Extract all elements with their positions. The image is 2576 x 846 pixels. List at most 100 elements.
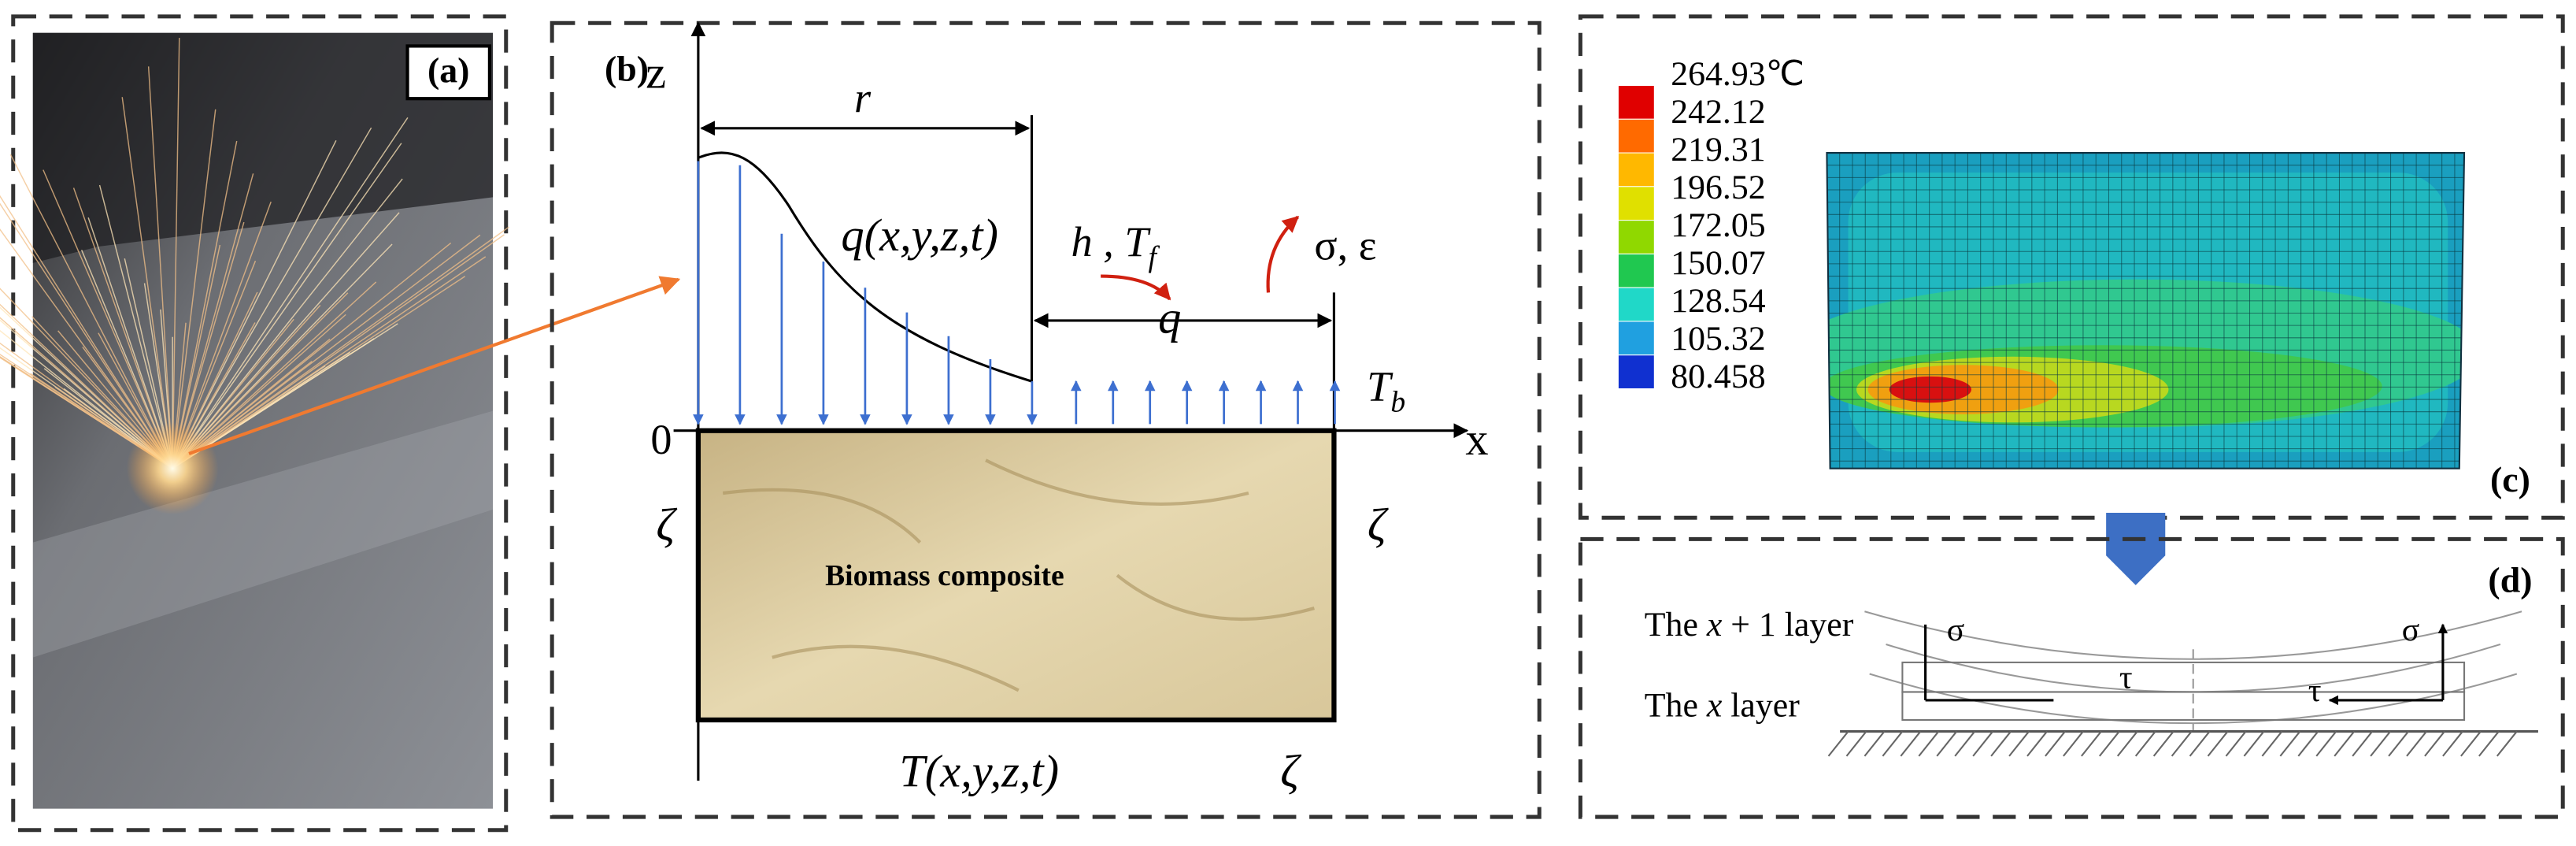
- spark: [0, 354, 173, 469]
- stress-arrows: [1924, 625, 2443, 700]
- stress-strain-label: σ, ε: [1314, 222, 1376, 269]
- hatch-line: [2424, 730, 2445, 757]
- colorbar-label: 128.54: [1671, 282, 1766, 320]
- panel-frame: [11, 14, 509, 833]
- radius-label: r: [854, 74, 872, 121]
- layer-x-plus-1: [1901, 661, 2466, 693]
- hatch-line: [2261, 730, 2283, 757]
- hatch-line: [2496, 730, 2518, 757]
- shear-label: τ: [2308, 673, 2322, 709]
- colorbar-swatch: [1617, 354, 1655, 390]
- spark: [172, 234, 505, 469]
- temperature-label: T(x,y,z,t): [899, 745, 1059, 796]
- spark: [172, 117, 409, 469]
- spark: [147, 66, 173, 469]
- layer-x: [1901, 691, 2466, 721]
- spark: [43, 169, 173, 469]
- colorbar-label: 264.93℃: [1671, 55, 1804, 93]
- spark: [0, 329, 173, 469]
- hatch-line: [1918, 730, 1940, 757]
- hatch-line: [2008, 730, 2030, 757]
- panel-label: (c): [2490, 459, 2530, 499]
- hatch-line: [2370, 730, 2391, 757]
- composite-block: [695, 428, 1337, 723]
- spark: [172, 234, 481, 469]
- material-label: Biomass composite: [825, 560, 1064, 592]
- text: layer: [1722, 686, 1800, 724]
- heat-flux-curve: [698, 151, 1032, 383]
- boundary-label: ζ: [1368, 499, 1389, 550]
- spark: [9, 154, 173, 469]
- colorbar-swatch: [1617, 84, 1655, 120]
- spark: [172, 173, 254, 469]
- hatch-line: [2134, 730, 2156, 757]
- hatch-line: [2297, 730, 2319, 757]
- hatch-line: [2081, 730, 2102, 757]
- spark: [172, 178, 403, 469]
- shear-label: τ: [2119, 659, 2133, 696]
- spark: [98, 184, 173, 469]
- base-temp-label: Tb: [1367, 363, 1405, 418]
- hatch-line: [2279, 730, 2301, 757]
- hatch-line: [2189, 730, 2211, 757]
- panel-label: (d): [2488, 559, 2532, 599]
- colorbar-label: 105.32: [1671, 320, 1765, 358]
- colorbar: 264.93℃242.12219.31196.52172.05150.07128…: [1617, 55, 1804, 395]
- heat-flux-label: q(x,y,z,t): [841, 210, 998, 261]
- base-temp-text: T: [1367, 363, 1393, 410]
- spark: [172, 212, 400, 469]
- stress-label: σ: [2402, 612, 2420, 648]
- hatch-line: [2063, 730, 2084, 757]
- flux-label: q: [1158, 291, 1181, 343]
- hatch-line: [2045, 730, 2066, 757]
- photo-surface: [32, 410, 494, 658]
- convection-text: h , T: [1071, 218, 1152, 265]
- spark: [172, 256, 487, 469]
- hatch-line: [2406, 730, 2427, 757]
- hatch-line: [2352, 730, 2374, 757]
- layer-label: The x layer: [1645, 686, 1800, 724]
- spark: [172, 226, 509, 469]
- origin-label: 0: [650, 416, 672, 463]
- convection-arrow: [1101, 274, 1171, 301]
- stress-label: σ: [1947, 612, 1965, 648]
- spark: [172, 140, 238, 469]
- panel-label: (b): [605, 48, 649, 88]
- spark: [0, 319, 173, 469]
- colorbar-label: 172.05: [1671, 206, 1765, 244]
- spark: [0, 195, 173, 469]
- variable: x: [1706, 686, 1723, 724]
- hatch-line: [2460, 730, 2482, 757]
- colorbar-label: 80.458: [1671, 358, 1765, 395]
- layer-label: The x + 1 layer: [1645, 606, 1854, 644]
- flux-arrows: [693, 161, 1341, 425]
- hatch-line: [2243, 730, 2265, 757]
- variable: x: [1706, 606, 1723, 644]
- boundary-label: ζ: [1280, 745, 1301, 796]
- stress-arrow: [1266, 215, 1300, 293]
- field-region: [1889, 376, 1972, 403]
- label-box: [405, 44, 491, 101]
- hatch-line: [1972, 730, 1993, 757]
- hatch-line: [1882, 730, 1904, 757]
- mesh: [1827, 153, 2465, 469]
- hatch-line: [1845, 730, 1867, 757]
- spark: [172, 139, 337, 469]
- hatch-line: [2334, 730, 2356, 757]
- spark: [0, 288, 173, 469]
- plate-outline: [1826, 152, 2466, 469]
- spark: [172, 127, 372, 469]
- colorbar-swatch: [1617, 321, 1655, 356]
- hatch-line: [2152, 730, 2174, 757]
- hatch-line: [2478, 730, 2500, 757]
- hatch-line: [2225, 730, 2247, 757]
- photo: [0, 32, 509, 809]
- colorbar-swatch: [1617, 152, 1655, 187]
- panel-frame: [550, 20, 1542, 819]
- boundary-label: ζ: [656, 499, 677, 550]
- subscript: f: [1149, 241, 1160, 273]
- hatch-line: [2388, 730, 2409, 757]
- hatch-line: [2207, 730, 2229, 757]
- panel-frame: [1578, 14, 2565, 520]
- hatch-line: [2116, 730, 2138, 757]
